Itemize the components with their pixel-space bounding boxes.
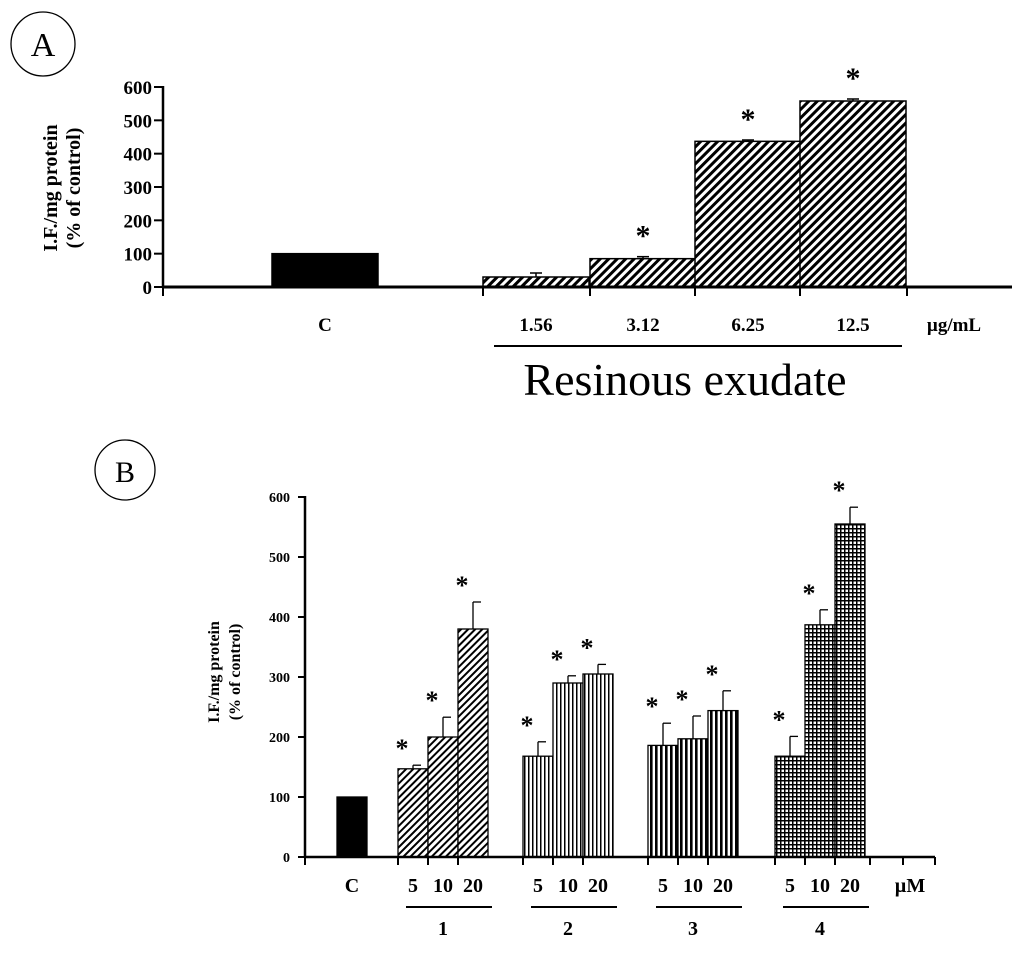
panel-b-group-1-bar-significance-star: * bbox=[426, 686, 439, 715]
panel-b-dose-label: 10 bbox=[433, 875, 453, 897]
panel-b-group-1-bar bbox=[457, 628, 489, 858]
panel-b-ytick-label: 0 bbox=[283, 851, 290, 866]
panel-b-group-label: 4 bbox=[815, 918, 825, 940]
panel-b-ytick-label: 100 bbox=[269, 791, 290, 806]
panel-a-bar bbox=[799, 100, 907, 288]
panel-b-group-2-bar-significance-star: * bbox=[581, 633, 594, 662]
panel-a-group-label: Resinous exudate bbox=[523, 354, 846, 405]
panel-a-xtick-label: C bbox=[318, 315, 332, 336]
panel-b-group-label: 3 bbox=[688, 918, 698, 940]
panel-b-group-4-bar-significance-star: * bbox=[833, 476, 846, 505]
panel-b-group-1-bar bbox=[397, 768, 429, 858]
panel-a-xtick-label: 12.5 bbox=[836, 315, 869, 336]
panel-b-dose-label: 10 bbox=[683, 875, 703, 897]
panel-b-group-4-bar bbox=[804, 624, 836, 858]
panel-a-bar bbox=[271, 252, 379, 288]
panel-b-ytick-label: 500 bbox=[269, 551, 290, 566]
panel-a-badge bbox=[10, 11, 76, 77]
panel-a-ytick-label: 600 bbox=[124, 78, 153, 99]
panel-a-xtick-label: 3.12 bbox=[626, 315, 659, 336]
panel-a-significance-star: * bbox=[636, 220, 651, 253]
panel-a: A I.F./mg protein (% of control) 0 100 200… bbox=[10, 11, 1012, 405]
panel-b-dose-label: 10 bbox=[558, 875, 578, 897]
panel-b-group-2-bar bbox=[582, 673, 614, 858]
panel-b-group-3-bar-significance-star: * bbox=[646, 692, 659, 721]
panel-b-control-label: C bbox=[345, 875, 359, 897]
panel-b-group-2-bar bbox=[522, 755, 554, 858]
panel-b-group-2-bar-significance-star: * bbox=[521, 711, 534, 740]
panel-b-dose-label: 5 bbox=[785, 875, 795, 897]
panel-b-group-1-bar-significance-star: * bbox=[456, 571, 469, 600]
panel-a-ytick-label: 200 bbox=[124, 211, 153, 232]
panel-a-xtick-label: 6.25 bbox=[731, 315, 764, 336]
panel-b-group-label: 1 bbox=[438, 918, 448, 940]
panel-b-group-3-bar bbox=[647, 744, 679, 858]
panel-a-bar bbox=[694, 140, 802, 288]
panel-b-dose-label: 5 bbox=[408, 875, 418, 897]
panel-b-dose-label: 10 bbox=[810, 875, 830, 897]
panel-b-group-label: 2 bbox=[563, 918, 573, 940]
panel-a-ytick-label: 100 bbox=[124, 245, 153, 266]
panel-b: B I.F./mg protein (% of control) 0 100 200… bbox=[94, 439, 936, 940]
panel-a-ytick-label: 500 bbox=[124, 111, 153, 132]
panel-b-group-4-bar bbox=[834, 523, 866, 858]
panel-b-ylabel-line2: (% of control) bbox=[227, 624, 244, 721]
panel-b-group-1-bar bbox=[427, 736, 459, 858]
panel-b-group-4-bar bbox=[774, 755, 806, 858]
panel-b-group-4-bar-significance-star: * bbox=[773, 705, 786, 734]
panel-b-group-2-bar bbox=[552, 682, 584, 858]
panel-a-ytick-label: 0 bbox=[143, 278, 153, 299]
panel-a-significance-star: * bbox=[846, 62, 861, 95]
panel-b-dose-label: 20 bbox=[463, 875, 483, 897]
panel-b-label: B bbox=[115, 456, 135, 489]
panel-b-dose-label: 5 bbox=[533, 875, 543, 897]
panel-a-xtick-label: 1.56 bbox=[519, 315, 552, 336]
panel-b-ytick-label: 200 bbox=[269, 731, 290, 746]
panel-b-ylabel-line1: I.F./mg protein bbox=[206, 621, 223, 723]
panel-b-ytick-label: 400 bbox=[269, 611, 290, 626]
panel-b-control-bar bbox=[336, 796, 368, 858]
panel-b-unit-label: µM bbox=[895, 875, 926, 897]
panel-b-group-3-bar-significance-star: * bbox=[706, 660, 719, 689]
panel-b-dose-label: 5 bbox=[658, 875, 668, 897]
panel-b-ytick-label: 600 bbox=[269, 491, 290, 506]
panel-b-group-1-bar-significance-star: * bbox=[396, 734, 409, 763]
panel-a-label: A bbox=[31, 27, 56, 64]
panel-b-group-3-bar bbox=[677, 738, 709, 858]
panel-b-group-3-bar-significance-star: * bbox=[676, 685, 689, 714]
panel-b-group-3-bar bbox=[707, 709, 739, 858]
panel-a-unit-label: µg/mL bbox=[927, 315, 981, 336]
panel-a-ylabel-line2: (% of control) bbox=[63, 128, 85, 249]
panel-b-group-4-bar-significance-star: * bbox=[803, 579, 816, 608]
panel-b-dose-label: 20 bbox=[713, 875, 733, 897]
panel-b-badge bbox=[94, 439, 156, 501]
panel-b-dose-label: 20 bbox=[840, 875, 860, 897]
panel-a-ytick-label: 400 bbox=[124, 145, 153, 166]
panel-a-significance-star: * bbox=[741, 103, 756, 136]
panel-b-group-2-bar-significance-star: * bbox=[551, 645, 564, 674]
panel-b-dose-label: 20 bbox=[588, 875, 608, 897]
panel-a-ylabel-line1: I.F./mg protein bbox=[40, 124, 62, 251]
panel-a-bar bbox=[589, 257, 697, 288]
panel-b-ytick-label: 300 bbox=[269, 671, 290, 686]
panel-a-ytick-label: 300 bbox=[124, 178, 153, 199]
